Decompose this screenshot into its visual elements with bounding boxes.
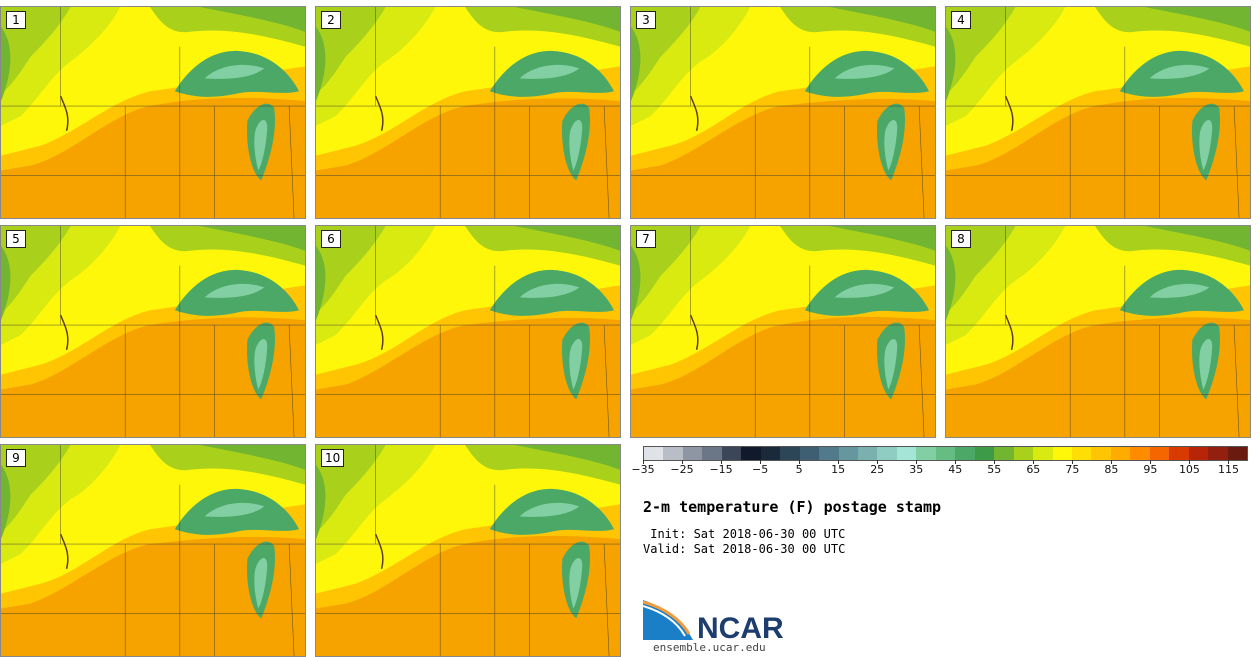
ncar-logo-icon xyxy=(643,600,693,640)
colorbar-swatch xyxy=(1227,447,1248,460)
colorbar-swatch xyxy=(760,447,781,460)
colorbar-swatch xyxy=(1149,447,1170,460)
colorbar-swatch xyxy=(857,447,878,460)
colorbar-tick-mark xyxy=(1072,460,1074,464)
colorbar-tick-mark xyxy=(760,460,762,464)
colorbar-tick-mark xyxy=(682,460,684,464)
colorbar-tick-mark xyxy=(721,460,723,464)
member-number-label: 1 xyxy=(6,11,26,29)
colorbar-tick-labels: −35 −25 −15 −5 5 15 25 35 45 55 65 75 85 95 105 115 xyxy=(631,460,1248,487)
colorbar-swatch xyxy=(780,447,800,460)
colorbar-tick-mark xyxy=(877,460,879,464)
member-number-label: 2 xyxy=(321,11,341,29)
colorbar-swatch xyxy=(1091,447,1111,460)
colorbar-swatch xyxy=(955,447,975,460)
colorbar-swatch xyxy=(916,447,936,460)
colorbar-tick-mark xyxy=(1228,460,1230,464)
colorbar-tick-label: 35 xyxy=(909,463,924,476)
colorbar-tick-label: 95 xyxy=(1143,463,1158,476)
valid-time: Valid: Sat 2018-06-30 00 UTC xyxy=(643,542,846,556)
colorbar-tick-mark xyxy=(838,460,840,464)
colorbar-tick-label: 85 xyxy=(1104,463,1119,476)
colorbar-swatch xyxy=(1052,447,1072,460)
colorbar-tick-label: 105 xyxy=(1178,463,1200,476)
colorbar-swatch xyxy=(644,447,664,460)
colorbar-swatch xyxy=(1169,447,1189,460)
ensemble-member-map: 2 xyxy=(315,6,621,219)
colorbar-tick-mark xyxy=(1189,460,1191,464)
colorbar-tick-mark xyxy=(799,460,801,464)
colorbar-tick-mark xyxy=(994,460,996,464)
site-url: ensemble.ucar.edu xyxy=(653,641,766,654)
temperature-colorbar xyxy=(643,446,1248,461)
member-number-label: 8 xyxy=(951,230,971,248)
colorbar-swatch xyxy=(1188,447,1209,460)
colorbar-tick-label: 15 xyxy=(831,463,846,476)
member-number-label: 4 xyxy=(951,11,971,29)
colorbar-tick-mark xyxy=(1111,460,1113,464)
colorbar-tick-label: 25 xyxy=(870,463,885,476)
colorbar-swatch xyxy=(935,447,956,460)
colorbar-tick-label: −35 xyxy=(631,463,655,476)
colorbar-swatch xyxy=(994,447,1014,460)
member-number-label: 9 xyxy=(6,449,26,467)
init-time: Init: Sat 2018-06-30 00 UTC xyxy=(643,527,846,541)
colorbar-tick-mark xyxy=(916,460,918,464)
ensemble-member-map: 4 xyxy=(945,6,1251,219)
colorbar-swatch xyxy=(799,447,820,460)
colorbar-tick-label: −5 xyxy=(751,463,769,476)
colorbar-swatch xyxy=(1130,447,1150,460)
colorbar-tick-mark xyxy=(643,460,644,464)
colorbar-swatch xyxy=(877,447,897,460)
colorbar-tick-label: 65 xyxy=(1026,463,1041,476)
colorbar-swatch xyxy=(896,447,917,460)
colorbar-tick-mark xyxy=(1150,460,1152,464)
ensemble-member-map: 8 xyxy=(945,225,1251,438)
member-number-label: 3 xyxy=(636,11,656,29)
ncar-logo-text: NCAR xyxy=(697,612,784,645)
colorbar-swatch xyxy=(721,447,742,460)
colorbar-tick-mark xyxy=(955,460,957,464)
colorbar-tick-label: 55 xyxy=(987,463,1002,476)
colorbar-tick-label: −15 xyxy=(709,463,733,476)
colorbar-swatch xyxy=(1110,447,1131,460)
colorbar-swatch xyxy=(663,447,683,460)
colorbar-swatch xyxy=(1071,447,1092,460)
colorbar-tick-label: −25 xyxy=(670,463,694,476)
colorbar-swatch xyxy=(1013,447,1034,460)
member-number-label: 7 xyxy=(636,230,656,248)
ensemble-member-map: 5 xyxy=(0,225,306,438)
colorbar-swatch xyxy=(702,447,722,460)
colorbar-swatch xyxy=(838,447,858,460)
ensemble-member-map: 10 xyxy=(315,444,621,657)
colorbar-tick-label: 115 xyxy=(1217,463,1239,476)
member-number-label: 6 xyxy=(321,230,341,248)
member-number-label: 10 xyxy=(321,449,345,467)
ensemble-member-map: 3 xyxy=(630,6,936,219)
ensemble-member-map: 7 xyxy=(630,225,936,438)
colorbar-swatch xyxy=(1208,447,1228,460)
colorbar-tick-label: 45 xyxy=(948,463,963,476)
colorbar-swatch xyxy=(819,447,839,460)
colorbar-tick-mark xyxy=(1033,460,1035,464)
colorbar-tick-label: 75 xyxy=(1065,463,1080,476)
ensemble-member-map: 6 xyxy=(315,225,621,438)
member-number-label: 5 xyxy=(6,230,26,248)
figure-title: 2-m temperature (F) postage stamp xyxy=(643,498,942,516)
colorbar-swatch xyxy=(1033,447,1053,460)
ensemble-member-map: 1 xyxy=(0,6,306,219)
colorbar-swatch xyxy=(682,447,703,460)
ensemble-member-map: 9 xyxy=(0,444,306,657)
colorbar-swatch xyxy=(741,447,761,460)
colorbar-tick-label: 5 xyxy=(795,463,803,476)
colorbar-swatch xyxy=(974,447,995,460)
